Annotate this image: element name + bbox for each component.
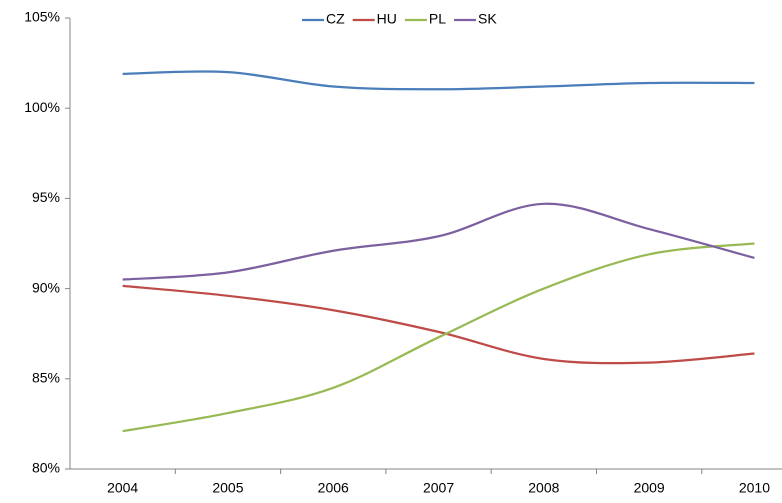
y-tick-label: 85%	[32, 370, 60, 386]
legend-label: CZ	[326, 11, 345, 27]
series-line	[122, 202, 755, 281]
y-tick-label: 90%	[32, 279, 60, 295]
x-tick-label: 2005	[212, 480, 243, 496]
series-line	[122, 242, 755, 433]
x-tick-label: 2006	[318, 480, 349, 496]
legend-label: SK	[478, 11, 497, 27]
x-tick-label: 2004	[107, 480, 138, 496]
x-tick-label: 2008	[528, 480, 559, 496]
x-tick-label: 2009	[634, 480, 665, 496]
y-tick-label: 80%	[32, 460, 60, 476]
y-tick-label: 100%	[24, 99, 60, 115]
x-tick-label: 2007	[423, 480, 454, 496]
legend-label: PL	[429, 11, 446, 27]
series-line	[122, 284, 755, 365]
y-tick-label: 105%	[24, 9, 60, 25]
legend-label: HU	[377, 11, 397, 27]
y-tick-label: 95%	[32, 189, 60, 205]
series-line	[122, 70, 755, 91]
x-tick-label: 2010	[739, 480, 770, 496]
